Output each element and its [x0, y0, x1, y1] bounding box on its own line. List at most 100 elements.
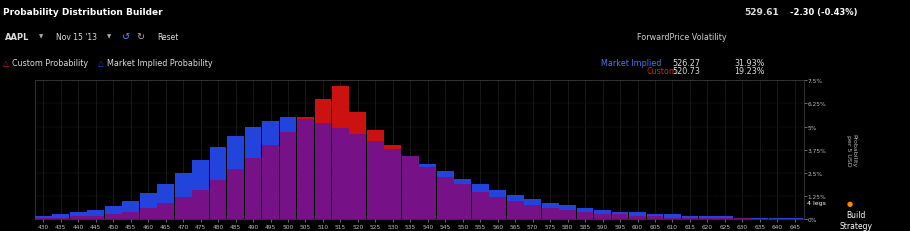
Bar — [315, 123, 331, 219]
Bar — [437, 177, 454, 219]
Bar — [367, 131, 384, 142]
Bar — [105, 214, 122, 219]
Bar — [507, 201, 523, 219]
Bar — [175, 173, 191, 197]
Bar — [560, 210, 576, 219]
Bar — [577, 208, 593, 212]
Bar — [367, 142, 384, 219]
Bar — [315, 99, 331, 123]
Bar — [140, 208, 157, 219]
Bar — [490, 197, 506, 219]
Bar — [349, 112, 367, 134]
Bar — [349, 134, 367, 219]
Bar — [454, 184, 471, 219]
Bar — [594, 214, 611, 219]
Bar — [786, 218, 804, 219]
Bar — [560, 205, 576, 210]
Text: 19.23%: 19.23% — [733, 67, 764, 76]
Bar — [70, 212, 86, 216]
Bar — [53, 218, 69, 219]
Bar — [192, 160, 209, 190]
Bar — [471, 184, 489, 192]
Bar — [647, 214, 663, 216]
Text: Probability Distribution Builder: Probability Distribution Builder — [3, 8, 162, 16]
Bar — [70, 216, 86, 219]
Bar — [297, 118, 314, 120]
Bar — [262, 122, 278, 146]
Text: ▼: ▼ — [39, 34, 44, 40]
Bar — [122, 201, 139, 212]
Text: Nov 15 '13: Nov 15 '13 — [56, 33, 97, 41]
Bar — [53, 214, 69, 218]
Bar — [105, 207, 122, 214]
Text: Market Implied: Market Implied — [601, 59, 661, 68]
Text: 31.93%: 31.93% — [734, 59, 764, 68]
Bar — [245, 127, 261, 158]
Bar — [629, 216, 646, 219]
Text: 529.61: 529.61 — [744, 8, 779, 16]
Text: 520.73: 520.73 — [672, 67, 701, 76]
Bar — [420, 168, 436, 219]
Bar — [490, 190, 506, 197]
Text: △: △ — [3, 59, 8, 68]
Text: 4 legs: 4 legs — [807, 201, 826, 206]
Bar — [279, 133, 297, 219]
Bar — [612, 212, 629, 214]
Bar — [157, 203, 174, 219]
Bar — [297, 120, 314, 219]
Bar — [734, 218, 751, 219]
Y-axis label: Probability
per 5 USD: Probability per 5 USD — [846, 134, 857, 167]
Bar — [769, 218, 785, 219]
Bar — [716, 216, 733, 218]
Bar — [279, 118, 297, 133]
Bar — [209, 147, 227, 181]
Bar — [699, 218, 716, 219]
Bar — [752, 218, 768, 219]
Bar — [122, 212, 139, 219]
Bar — [209, 181, 227, 219]
Bar — [507, 195, 523, 201]
Bar — [594, 210, 611, 214]
Bar — [192, 190, 209, 219]
Bar — [577, 212, 593, 219]
Bar — [35, 216, 52, 218]
Text: Custom Probability: Custom Probability — [12, 59, 88, 68]
Text: ↻: ↻ — [136, 32, 145, 42]
Bar — [471, 192, 489, 219]
Text: ●: ● — [846, 200, 853, 206]
Bar — [541, 203, 559, 208]
Text: 526.27: 526.27 — [672, 59, 701, 68]
Text: ForwardPrice Volatility: ForwardPrice Volatility — [637, 33, 726, 41]
Bar — [629, 212, 646, 216]
Text: Build
Strategy: Build Strategy — [840, 210, 873, 230]
Text: AAPL: AAPL — [5, 33, 29, 41]
Bar — [245, 158, 261, 219]
Text: Reset: Reset — [157, 33, 178, 41]
Text: Market Implied Probability: Market Implied Probability — [107, 59, 213, 68]
Bar — [140, 194, 157, 208]
Bar — [716, 218, 733, 219]
Text: -2.30 (-0.43%): -2.30 (-0.43%) — [790, 8, 857, 16]
Bar — [228, 136, 244, 170]
Bar — [384, 146, 401, 149]
Bar — [524, 205, 541, 219]
Bar — [524, 199, 541, 205]
Text: △: △ — [98, 59, 104, 68]
Bar — [228, 170, 244, 219]
Text: ↺: ↺ — [122, 32, 130, 42]
Bar — [682, 216, 698, 218]
Bar — [699, 216, 716, 218]
Bar — [332, 129, 349, 219]
Bar — [664, 218, 681, 219]
Bar — [87, 216, 104, 219]
Bar — [437, 171, 454, 177]
Bar — [157, 184, 174, 203]
Bar — [384, 149, 401, 219]
Bar — [541, 208, 559, 219]
X-axis label: Underlying Price on Nov 15 '13: Underlying Price on Nov 15 '13 — [360, 230, 478, 231]
Bar — [35, 218, 52, 219]
Bar — [87, 210, 104, 216]
Bar — [332, 86, 349, 129]
Bar — [402, 157, 419, 219]
Text: ▼: ▼ — [107, 34, 112, 40]
